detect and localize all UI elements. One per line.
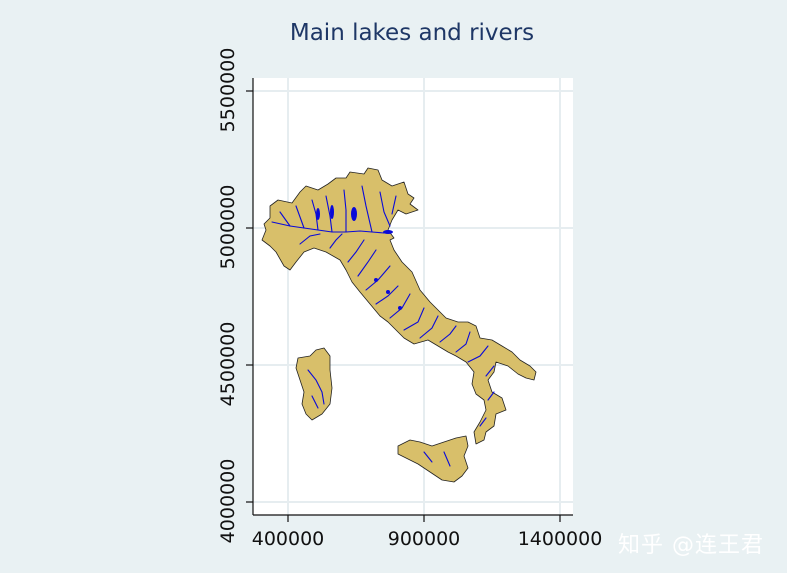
x-tick-label: 400000 — [251, 528, 325, 550]
lake — [316, 208, 320, 220]
river — [347, 239, 365, 263]
mainland-italy — [261, 167, 537, 445]
lake — [386, 290, 390, 294]
river — [299, 233, 321, 245]
river — [295, 205, 305, 229]
lake — [398, 306, 402, 310]
lakes-layer — [316, 205, 402, 310]
river — [455, 331, 471, 353]
river — [419, 315, 439, 339]
river — [443, 451, 451, 467]
lake — [374, 278, 378, 282]
lake — [383, 230, 393, 234]
sardinia — [295, 347, 333, 421]
river — [357, 249, 377, 277]
river — [329, 233, 343, 249]
po-river — [271, 221, 393, 234]
river — [479, 417, 487, 427]
river — [439, 325, 457, 343]
x-tick-label: 1400000 — [517, 528, 603, 550]
river — [485, 365, 495, 377]
river — [423, 451, 433, 463]
watermark-text: 知乎 @连王君 — [618, 533, 764, 558]
river — [467, 345, 489, 363]
river — [487, 391, 495, 401]
river — [403, 307, 425, 331]
river — [307, 369, 325, 405]
river — [325, 195, 333, 233]
river — [343, 189, 347, 233]
river — [375, 285, 399, 305]
lake — [330, 205, 334, 219]
rivers-layer — [271, 185, 495, 467]
y-tick-label: 5500000 — [217, 47, 239, 133]
axes — [246, 78, 573, 522]
land-layer — [261, 167, 537, 483]
river — [391, 195, 397, 215]
river — [311, 395, 319, 409]
sicily — [397, 435, 469, 483]
river — [279, 211, 291, 227]
river — [379, 191, 391, 227]
y-tick-label: 4500000 — [217, 321, 239, 407]
y-tick-label: 5000000 — [217, 184, 239, 270]
lake — [351, 207, 357, 221]
x-tick-label: 900000 — [387, 528, 461, 550]
river — [361, 185, 373, 233]
chart-title: Main lakes and rivers — [289, 20, 535, 46]
